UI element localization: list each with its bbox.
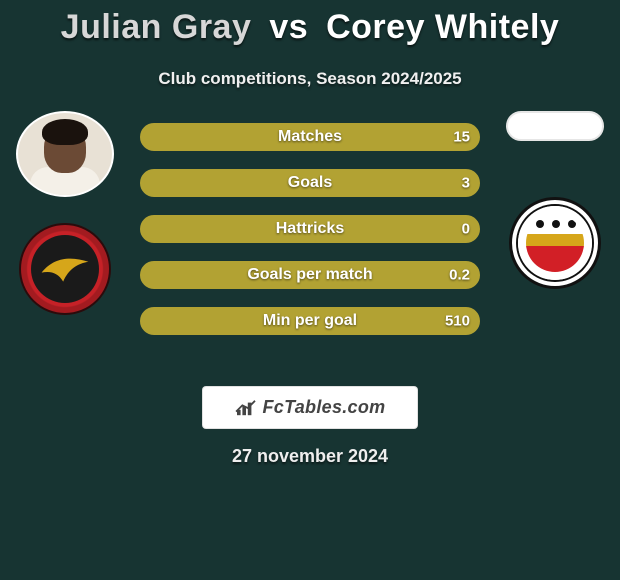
- subtitle: Club competitions, Season 2024/2025: [0, 69, 620, 89]
- bar-chart-icon: [235, 399, 257, 417]
- left-column: [10, 111, 120, 315]
- comparison-panel: Matches 15 Goals 3 Hattricks 0 Goals per match…: [0, 119, 620, 379]
- stat-label: Hattricks: [276, 220, 344, 238]
- stat-row: Hattricks 0: [140, 215, 480, 243]
- brand-label: FcTables.com: [263, 397, 386, 418]
- stat-row: Matches 15: [140, 123, 480, 151]
- stat-value-right: 15: [453, 129, 470, 146]
- stat-value-right: 0: [462, 221, 470, 238]
- stat-value-right: 0.2: [449, 267, 470, 284]
- stat-label: Goals per match: [247, 266, 372, 284]
- player1-name: Julian Gray: [61, 8, 252, 46]
- player2-photo-placeholder: [506, 111, 604, 141]
- date-label: 27 november 2024: [0, 446, 620, 467]
- vs-label: vs: [269, 8, 308, 46]
- stat-right-fill: [310, 173, 476, 193]
- stat-value-right: 510: [445, 313, 470, 330]
- swift-icon: [38, 251, 92, 287]
- page-title: Julian Gray vs Corey Whitely: [0, 0, 620, 47]
- stat-row: Goals 3: [140, 169, 480, 197]
- stat-left-fill: [144, 173, 310, 193]
- player2-name: Corey Whitely: [326, 8, 559, 46]
- stat-value-right: 3: [462, 175, 470, 192]
- player2-club-crest: [509, 197, 601, 289]
- player1-club-crest: [19, 223, 111, 315]
- right-column: [500, 111, 610, 289]
- stat-row: Goals per match 0.2: [140, 261, 480, 289]
- player1-photo: [16, 111, 114, 197]
- stat-label: Goals: [288, 174, 332, 192]
- stat-label: Matches: [278, 128, 342, 146]
- stat-label: Min per goal: [263, 312, 357, 330]
- brand-box[interactable]: FcTables.com: [203, 387, 417, 428]
- stat-list: Matches 15 Goals 3 Hattricks 0 Goals per match…: [140, 123, 480, 335]
- stat-row: Min per goal 510: [140, 307, 480, 335]
